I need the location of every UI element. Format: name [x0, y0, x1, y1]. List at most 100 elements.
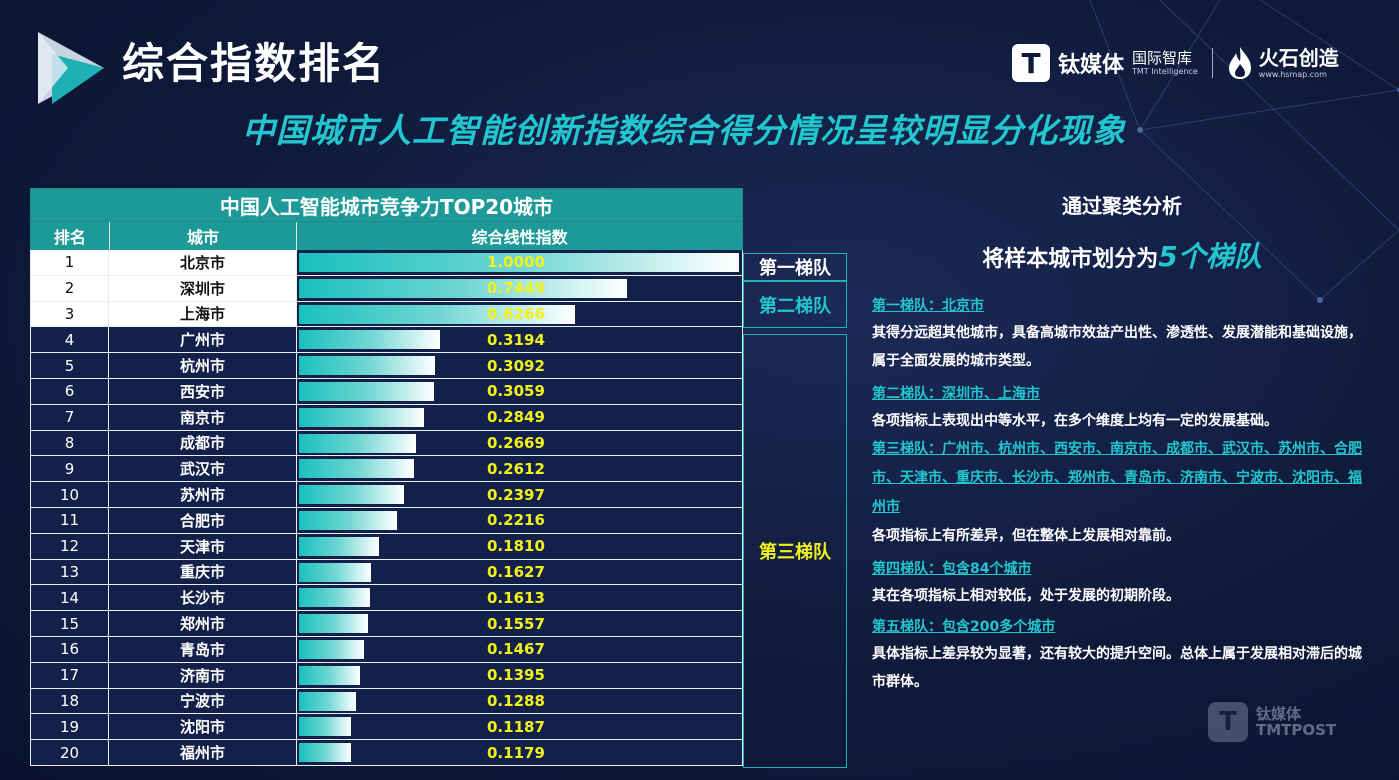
city-cell: 成都市 [109, 430, 297, 456]
index-bar [299, 691, 356, 711]
rank-cell: 12 [30, 533, 109, 559]
tier-section: 第五梯队：包含200多个城市 具体指标上差异较为显著，还有较大的提升空间。总体上… [872, 614, 1372, 696]
index-value-label: 0.1557 [487, 614, 545, 633]
index-value-label: 0.2849 [487, 408, 545, 427]
table-row: 5 杭州市 0.3092 [30, 353, 743, 379]
index-bar [299, 459, 414, 479]
partner-name: 火石创造 www.hsmap.com [1259, 48, 1339, 79]
tier-section-body: 各项指标上有所差异，但在整体上发展相对靠前。 [872, 528, 1180, 544]
rank-cell: 2 [30, 275, 109, 301]
table-row: 10 苏州市 0.2397 [30, 482, 743, 508]
tier-section-body: 其在各项指标上相对较低，处于发展的初期阶段。 [872, 588, 1180, 604]
index-cell: 0.1627 [297, 559, 743, 585]
tier-section: 第二梯队：深圳市、上海市 各项指标上表现出中等水平，在多个维度上均有一定的发展基… [872, 381, 1372, 435]
page-subtitle: 中国城市人工智能创新指数综合得分情况呈较明显分化现象 [242, 111, 1126, 150]
table-row: 6 西安市 0.3059 [30, 379, 743, 405]
city-cell: 天津市 [109, 533, 297, 559]
city-cell: 南京市 [109, 404, 297, 430]
brand-sub-en: TMT Intelligence [1132, 66, 1198, 76]
table-row: 7 南京市 0.2849 [30, 404, 743, 431]
city-cell: 青岛市 [109, 637, 297, 662]
tier-section-title: 第三梯队：广州市、杭州市、西安市、南京市、成都市、武汉市、苏州市、合肥市、天津市… [872, 441, 1362, 515]
index-bar [299, 356, 436, 376]
table-row: 14 长沙市 0.1613 [30, 585, 743, 612]
index-value-label: 0.2612 [487, 459, 545, 478]
index-value-label: 0.2216 [487, 511, 545, 530]
watermark-line2: TMTPOST [1256, 721, 1337, 739]
partner-name-text: 火石创造 [1258, 45, 1339, 70]
city-cell: 宁波市 [109, 688, 297, 714]
analysis-heading: 通过聚类分析 [1062, 194, 1182, 218]
index-cell: 0.1395 [297, 662, 743, 688]
rank-cell: 3 [30, 301, 109, 327]
index-bar [299, 511, 397, 530]
brand-sub: 国际智库 TMT Intelligence [1132, 50, 1198, 76]
index-bar [299, 278, 627, 298]
index-cell: 0.2216 [297, 508, 743, 533]
city-cell: 济南市 [109, 662, 297, 688]
index-value-label: 0.1187 [487, 717, 545, 736]
watermark-line1: 钛媒体 [1256, 704, 1302, 723]
tier-section-body: 其得分远超其他城市，具备高城市效益产出性、渗透性、发展潜能和基础设施，属于全面发… [872, 325, 1362, 369]
tier-3-label: 第三梯队 [743, 334, 847, 768]
index-value-label: 0.3059 [487, 382, 545, 401]
tier-1-label: 第一梯队 [743, 253, 847, 281]
brand-divider [1211, 48, 1213, 78]
analysis-subheading-prefix: 将样本城市划分为 [982, 247, 1159, 272]
index-value-label: 0.1395 [487, 666, 545, 685]
tier-section: 第一梯队：北京市 其得分远超其他城市，具备高城市效益产出性、渗透性、发展潜能和基… [872, 293, 1372, 375]
ranking-table: 中国人工智能城市竞争力TOP20城市 排名 城市 综合线性指数 1 北京市 1.00… [30, 188, 743, 766]
watermark-logo-icon: T [1208, 702, 1248, 742]
rank-cell: 1 [30, 250, 109, 275]
index-value-label: 0.7449 [487, 279, 545, 298]
brand-name: 钛媒体 [1058, 53, 1125, 78]
rank-cell: 6 [30, 379, 109, 404]
index-bar [299, 717, 352, 737]
table-row: 4 广州市 0.3194 [30, 327, 743, 354]
rank-cell: 8 [30, 430, 109, 456]
partner-url: www.hsmap.com [1258, 69, 1327, 79]
index-bar [299, 562, 371, 582]
index-cell: 0.2669 [297, 430, 743, 456]
table-row: 19 沈阳市 0.1187 [30, 714, 743, 741]
index-value-label: 0.2397 [487, 485, 545, 504]
index-cell: 0.1613 [297, 585, 743, 611]
index-cell: 0.2397 [297, 482, 743, 507]
city-cell: 深圳市 [109, 275, 297, 301]
index-cell: 0.3194 [297, 327, 743, 353]
city-cell: 西安市 [109, 379, 297, 404]
analysis-panel: 通过聚类分析 将样本城市划分为5个梯队 第一梯队：北京市 其得分远超其他城市，具… [872, 190, 1372, 696]
index-value-label: 0.1810 [487, 537, 545, 556]
rank-cell: 4 [30, 327, 109, 353]
index-value-label: 0.3194 [487, 330, 545, 349]
table-row: 15 郑州市 0.1557 [30, 611, 743, 637]
table-row: 3 上海市 0.6266 [30, 301, 743, 328]
page-title: 综合指数排名 [122, 39, 387, 88]
tier-section-title: 第一梯队：北京市 [872, 298, 984, 314]
index-bar [299, 614, 368, 634]
index-value-label: 0.6266 [487, 304, 545, 323]
watermark-text: 钛媒体 TMTPOST [1256, 704, 1337, 739]
index-cell: 0.1810 [297, 533, 743, 559]
header-city: 城市 [110, 222, 298, 250]
table-row: 9 武汉市 0.2612 [30, 456, 743, 483]
index-cell: 1.0000 [297, 250, 743, 275]
index-cell: 0.1288 [297, 688, 743, 714]
rank-cell: 7 [30, 404, 109, 430]
analysis-subheading: 将样本城市划分为5个梯队 [872, 235, 1372, 275]
index-value-label: 0.1288 [487, 691, 545, 710]
rank-cell: 11 [30, 508, 109, 533]
index-bar [299, 743, 351, 763]
brand-logos: T 钛媒体 国际智库 TMT Intelligence 火石创造 www.hsm… [1012, 40, 1339, 86]
table-row: 17 济南市 0.1395 [30, 662, 743, 689]
table-row: 20 福州市 0.1179 [30, 740, 743, 766]
index-value-label: 0.1179 [487, 743, 545, 762]
rank-cell: 17 [30, 662, 109, 688]
index-cell: 0.6266 [297, 301, 743, 327]
index-bar [299, 382, 434, 401]
index-cell: 0.2849 [297, 404, 743, 430]
rank-cell: 20 [30, 740, 109, 765]
index-bar [299, 304, 575, 324]
tier-section-title: 第四梯队：包含84个城市 [872, 561, 1032, 577]
